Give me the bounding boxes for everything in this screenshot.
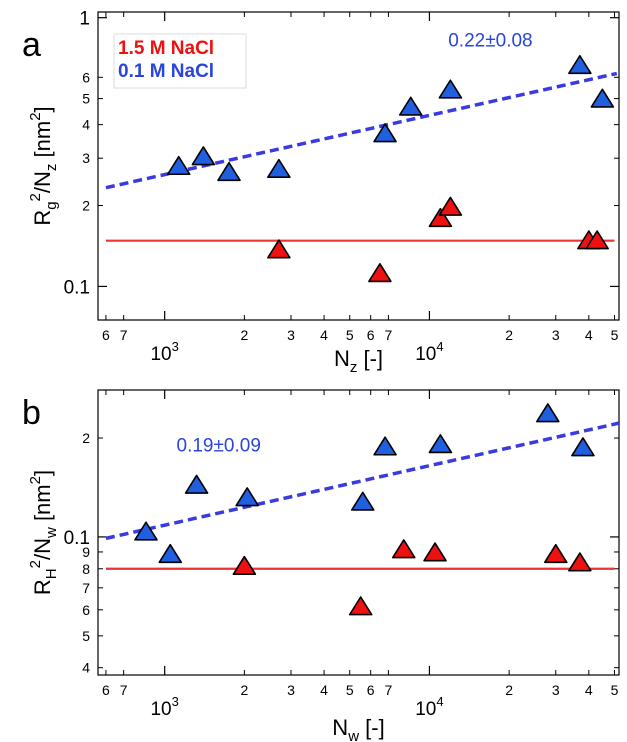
data-point-high-salt bbox=[543, 543, 568, 564]
x-minor-tick-label: 3 bbox=[552, 682, 560, 698]
y-minor-tick-label: 5 bbox=[82, 628, 90, 644]
data-point-high-salt bbox=[348, 596, 373, 616]
data-point-low-salt bbox=[158, 543, 183, 564]
data-point-high-salt bbox=[368, 262, 392, 283]
x-axis-label: Nz [-] bbox=[334, 346, 383, 376]
data-point-high-salt bbox=[423, 542, 447, 562]
y-major-tick-label: 0.1 bbox=[64, 528, 90, 549]
panel-letter: b bbox=[22, 394, 41, 432]
x-minor-tick-label: 4 bbox=[585, 682, 593, 698]
x-minor-tick-label: 3 bbox=[287, 327, 295, 343]
x-minor-tick-label: 7 bbox=[385, 682, 393, 698]
data-point-low-salt bbox=[568, 54, 592, 75]
data-point-low-salt bbox=[428, 434, 453, 454]
data-point-low-salt bbox=[235, 487, 260, 507]
x-axis-label: Nw [-] bbox=[332, 715, 384, 742]
y-minor-tick-label: 2 bbox=[82, 430, 90, 446]
x-minor-tick-label: 3 bbox=[287, 682, 295, 698]
data-point-low-salt bbox=[590, 88, 615, 108]
x-minor-tick-label: 5 bbox=[346, 327, 354, 343]
y-minor-tick-label: 9 bbox=[82, 544, 90, 560]
data-point-low-salt bbox=[536, 403, 560, 423]
y-major-tick-label: 1 bbox=[79, 9, 90, 30]
x-minor-tick-label: 6 bbox=[367, 327, 375, 343]
x-minor-tick-label: 5 bbox=[611, 327, 619, 343]
data-point-high-salt bbox=[267, 239, 291, 259]
plot-frame bbox=[97, 11, 620, 321]
data-point-low-salt bbox=[166, 155, 191, 176]
x-major-tick-label: 104 bbox=[415, 694, 443, 720]
x-major-tick-label: 104 bbox=[415, 339, 443, 365]
x-minor-tick-label: 6 bbox=[102, 682, 110, 698]
y-minor-tick-label: 3 bbox=[82, 150, 90, 166]
legend-entry: 0.1 M NaCl bbox=[118, 61, 214, 82]
x-minor-tick-label: 2 bbox=[505, 682, 513, 698]
x-minor-tick-label: 2 bbox=[505, 327, 513, 343]
panel-letter: a bbox=[22, 26, 41, 64]
fit-line-low-salt bbox=[105, 71, 618, 190]
x-minor-tick-label: 4 bbox=[320, 682, 328, 698]
y-axis-label: Rg2/Nz [nm2] bbox=[27, 106, 60, 225]
slope-annotation: 0.19±0.09 bbox=[177, 435, 261, 456]
fit-line-low-salt bbox=[105, 421, 619, 541]
x-minor-tick-label: 6 bbox=[367, 682, 375, 698]
x-minor-tick-label: 2 bbox=[240, 682, 248, 698]
data-point-low-salt bbox=[217, 161, 241, 182]
x-minor-tick-label: 2 bbox=[240, 327, 248, 343]
data-point-low-salt bbox=[184, 474, 209, 494]
data-point-high-salt bbox=[438, 196, 463, 216]
data-point-high-salt bbox=[391, 539, 416, 559]
y-minor-tick-label: 5 bbox=[82, 91, 90, 107]
y-minor-tick-label: 2 bbox=[82, 198, 90, 214]
data-point-low-salt bbox=[373, 123, 397, 143]
data-point-high-salt bbox=[232, 555, 257, 575]
x-minor-tick-label: 6 bbox=[102, 327, 110, 343]
x-minor-tick-label: 5 bbox=[346, 682, 354, 698]
x-minor-tick-label: 5 bbox=[611, 682, 619, 698]
y-minor-tick-label: 6 bbox=[82, 602, 90, 618]
legend-box bbox=[113, 33, 247, 89]
data-point-high-salt bbox=[585, 230, 609, 250]
y-minor-tick-label: 6 bbox=[82, 69, 90, 85]
y-minor-tick-label: 4 bbox=[82, 117, 90, 133]
data-point-low-salt bbox=[398, 96, 423, 116]
data-point-low-salt bbox=[191, 146, 216, 166]
y-minor-tick-label: 7 bbox=[82, 580, 90, 596]
data-point-low-salt bbox=[267, 158, 291, 179]
data-point-low-salt bbox=[373, 436, 397, 456]
legend-entry: 1.5 M NaCl bbox=[118, 38, 214, 59]
slope-annotation: 0.22±0.08 bbox=[448, 31, 532, 52]
data-point-low-salt bbox=[350, 491, 375, 511]
data-point-high-salt bbox=[568, 552, 592, 572]
x-minor-tick-label: 4 bbox=[320, 327, 328, 343]
x-minor-tick-label: 7 bbox=[385, 327, 393, 343]
y-major-tick-label: 0.1 bbox=[64, 277, 90, 298]
x-minor-tick-label: 4 bbox=[585, 327, 593, 343]
data-point-low-salt bbox=[134, 521, 158, 541]
x-minor-tick-label: 7 bbox=[120, 327, 128, 343]
data-point-high-salt bbox=[428, 207, 453, 228]
data-point-low-salt bbox=[571, 437, 595, 457]
y-axis-label: RH2/Nw [nm2] bbox=[27, 470, 60, 595]
x-major-tick-label: 103 bbox=[150, 694, 178, 720]
plot-frame bbox=[97, 389, 620, 676]
x-minor-tick-label: 7 bbox=[120, 682, 128, 698]
y-minor-tick-label: 8 bbox=[82, 561, 90, 577]
x-minor-tick-label: 3 bbox=[552, 327, 560, 343]
y-minor-tick-label: 4 bbox=[82, 660, 90, 676]
data-point-low-salt bbox=[438, 79, 463, 99]
x-major-tick-label: 103 bbox=[150, 339, 178, 365]
